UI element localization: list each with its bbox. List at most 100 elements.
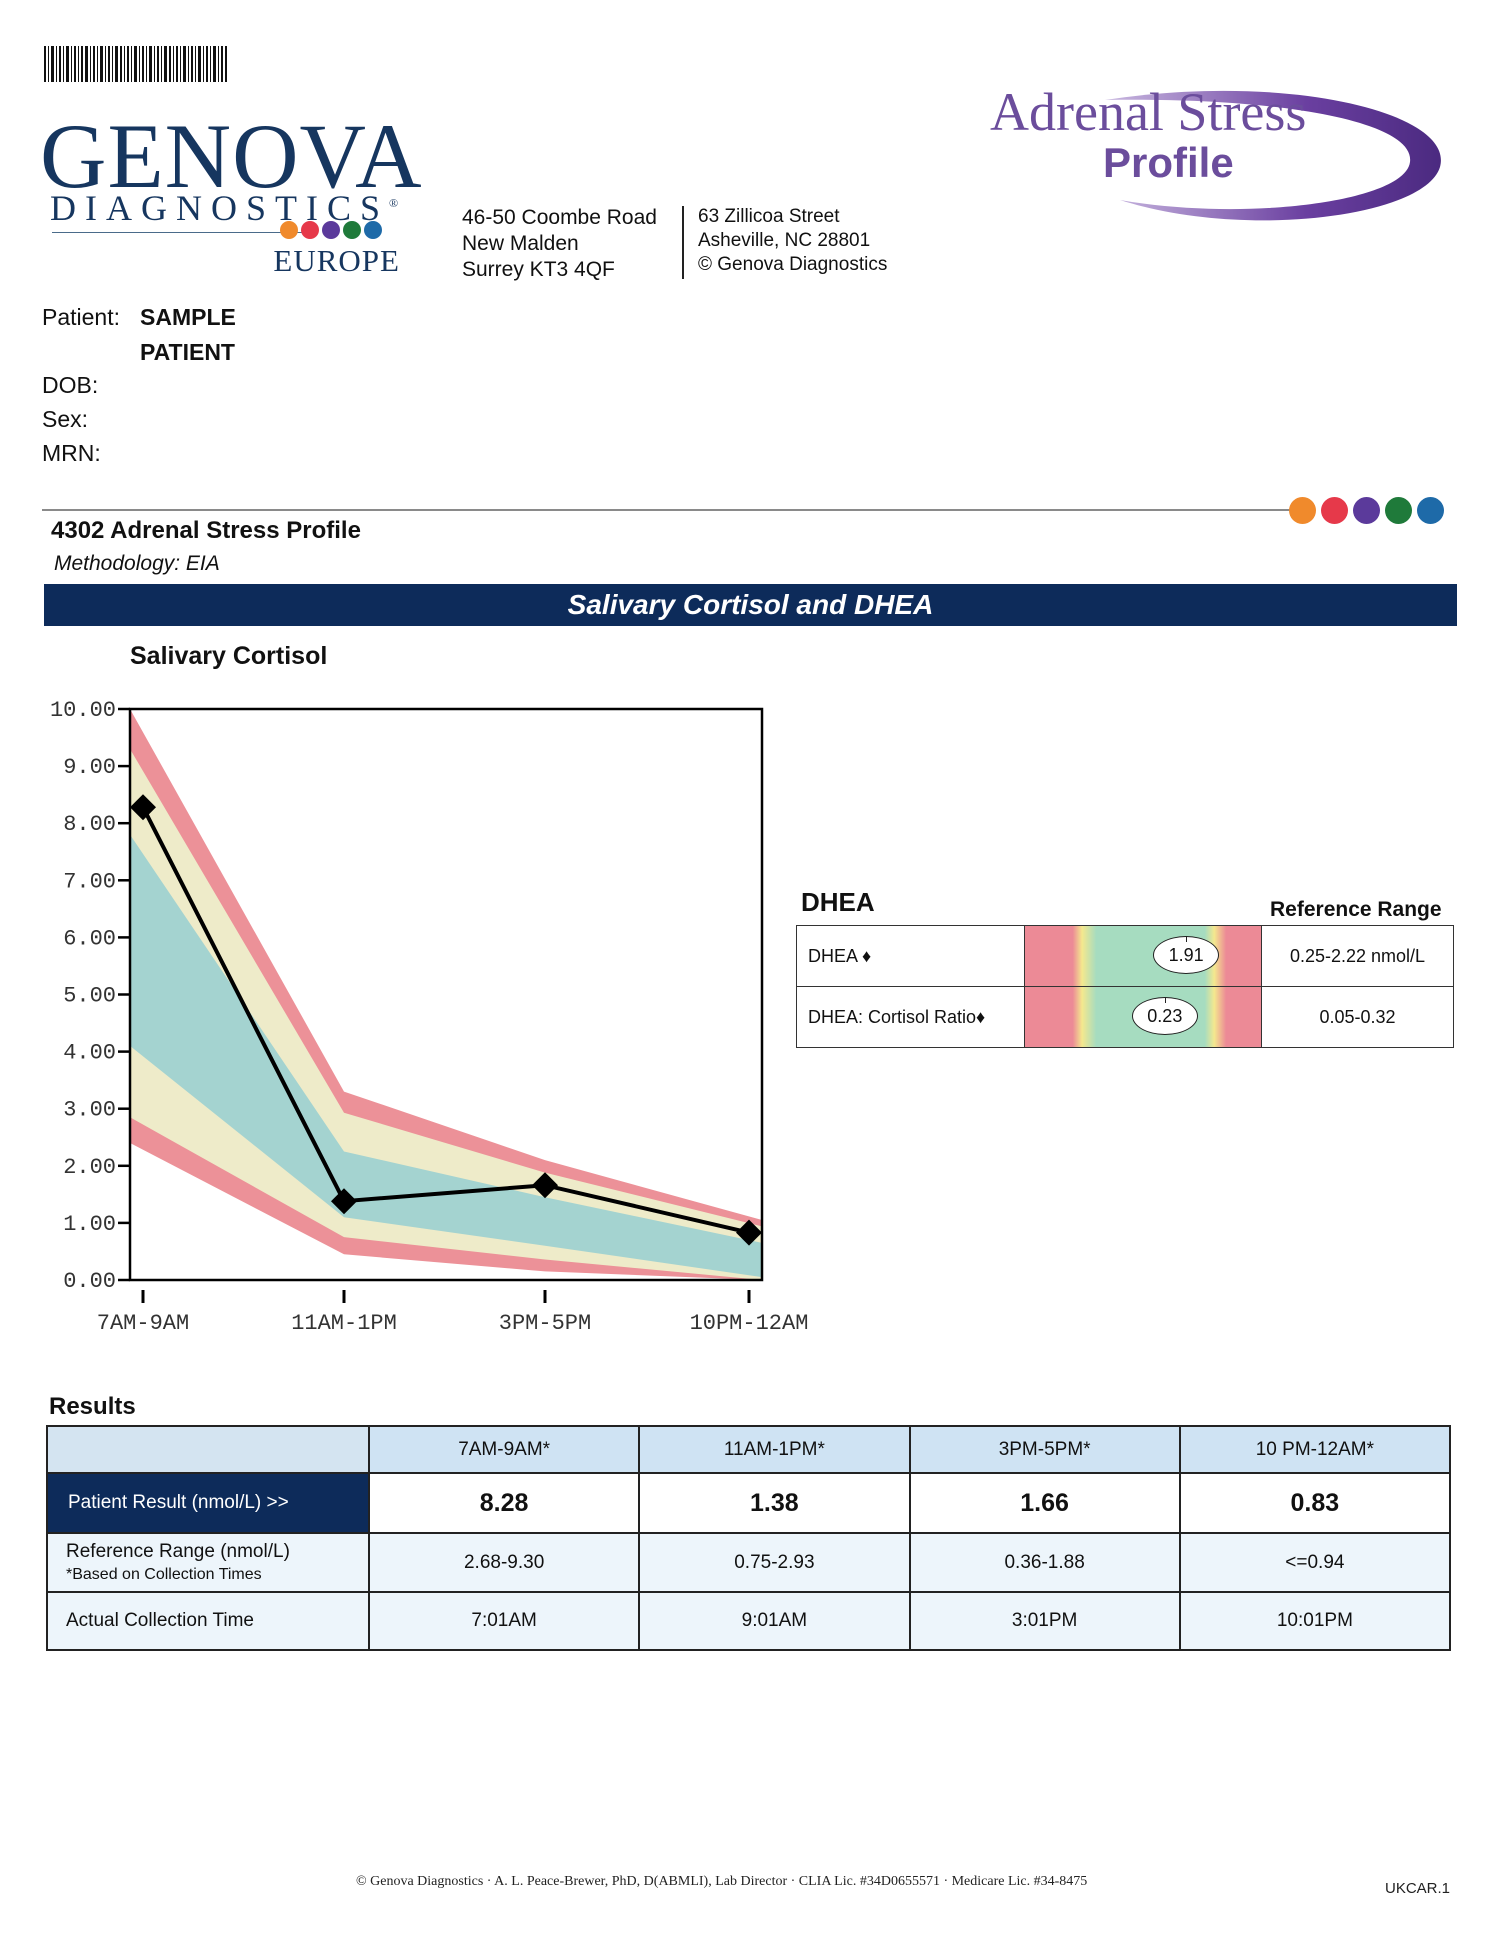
- patient-result-label: Patient Result (nmol/L) >>: [46, 1472, 370, 1534]
- data-point: [532, 1172, 558, 1199]
- y-tick-label: 0.00: [63, 1269, 116, 1294]
- band-green: [130, 834, 762, 1278]
- reference-range-title: Reference Range (nmol/L): [66, 1541, 290, 1562]
- y-tick-label: 6.00: [63, 926, 116, 951]
- x-tick-label: 10PM-12AM: [690, 1311, 809, 1336]
- x-tick-label: 3PM-5PM: [499, 1311, 591, 1336]
- barcode-image: [44, 46, 227, 82]
- data-point: [736, 1219, 762, 1246]
- reference-range-value: 0.36-1.88: [908, 1532, 1181, 1593]
- collection-time-label: Actual Collection Time: [46, 1591, 370, 1651]
- sex-label: Sex:: [42, 406, 89, 432]
- results-header-blank: [46, 1425, 370, 1474]
- patient-result-value: 8.28: [367, 1472, 641, 1534]
- collection-time-row: Actual Collection Time 7:01AM 9:01AM 3:0…: [46, 1591, 1452, 1651]
- logo-title-line1: Adrenal Stress: [990, 82, 1306, 142]
- chart-title: Salivary Cortisol: [130, 642, 328, 670]
- address-uk: 46-50 Coombe Road New Malden Surrey KT3 …: [462, 205, 657, 283]
- dhea-row: DHEA: Cortisol Ratio♦ 0.23 0.05-0.32: [796, 986, 1454, 1048]
- x-tick-label: 7AM-9AM: [97, 1311, 189, 1336]
- header-dot: [1417, 497, 1444, 524]
- dhea-table: DHEA ♦ 1.91 0.25-2.22 nmol/L DHEA: Corti…: [796, 925, 1454, 1048]
- data-point: [130, 794, 156, 821]
- dhea-ratio-name: DHEA: Cortisol Ratio♦: [796, 986, 1025, 1048]
- collection-time-value: 10:01PM: [1178, 1591, 1452, 1651]
- y-tick-label: 1.00: [63, 1212, 116, 1237]
- dhea-value-marker: 1.91: [1153, 936, 1220, 974]
- dhea-ratio-value: 0.23: [1147, 1006, 1183, 1026]
- logo-dot: [343, 221, 361, 239]
- marker-tick: [1186, 936, 1188, 942]
- dhea-ratio-range-bar: 0.23: [1024, 986, 1262, 1048]
- collection-time-value: 9:01AM: [638, 1591, 911, 1651]
- x-tick-label: 11AM-1PM: [291, 1311, 397, 1336]
- y-tick-label: 7.00: [63, 869, 116, 894]
- dhea-value: 1.91: [1168, 945, 1204, 965]
- reference-range-label: Reference Range (nmol/L) *Based on Colle…: [46, 1532, 370, 1593]
- results-title: Results: [49, 1393, 136, 1420]
- y-tick-label: 3.00: [63, 1098, 116, 1123]
- logo-dot: [322, 221, 340, 239]
- results-col-header: 10 PM-12AM*: [1178, 1425, 1452, 1474]
- dhea-ratio-range: 0.05-0.32: [1261, 986, 1454, 1048]
- patient-label: Patient:: [42, 304, 120, 330]
- header-dot: [1321, 497, 1348, 524]
- y-tick-label: 9.00: [63, 755, 116, 780]
- logo-dot: [364, 221, 382, 239]
- y-tick-label: 8.00: [63, 812, 116, 837]
- dob-label: DOB:: [42, 372, 99, 398]
- y-tick-label: 5.00: [63, 984, 116, 1009]
- test-title: 4302 Adrenal Stress Profile: [51, 517, 361, 544]
- collection-time-value: 3:01PM: [908, 1591, 1181, 1651]
- address-line: New Malden: [462, 232, 579, 255]
- reference-range-row: Reference Range (nmol/L) *Based on Colle…: [46, 1532, 1452, 1593]
- methodology: Methodology: EIA: [54, 552, 220, 575]
- reference-range-value: 2.68-9.30: [367, 1532, 641, 1593]
- dhea-title: DHEA: [801, 887, 875, 917]
- report-code: UKCAR.1: [1385, 1880, 1451, 1897]
- logo-rule: [52, 232, 314, 233]
- y-tick-label: 2.00: [63, 1155, 116, 1180]
- patient-result-value: 1.66: [908, 1472, 1181, 1534]
- marker-tick: [1164, 997, 1166, 1003]
- patient-result-value: 1.38: [638, 1472, 911, 1534]
- address-line: Asheville, NC 28801: [698, 230, 871, 251]
- header-dot: [1385, 497, 1412, 524]
- results-col-header: 3PM-5PM*: [908, 1425, 1181, 1474]
- logo-dot: [280, 221, 298, 239]
- logo-dot: [301, 221, 319, 239]
- patient-result-row: Patient Result (nmol/L) >> 8.28 1.38 1.6…: [46, 1472, 1452, 1534]
- footer-text: © Genova Diagnostics · A. L. Peace-Brewe…: [356, 1874, 1088, 1889]
- dhea-range-bar: 1.91: [1024, 925, 1262, 987]
- reference-range-note: *Based on Collection Times: [66, 1566, 262, 1583]
- address-line: © Genova Diagnostics: [698, 254, 888, 275]
- address-line: 46-50 Coombe Road: [462, 206, 657, 229]
- mrn-label: MRN:: [42, 440, 101, 466]
- y-tick-label: 4.00: [63, 1041, 116, 1066]
- series-line: [141, 806, 750, 1235]
- header-dot: [1353, 497, 1380, 524]
- dhea-reference-header: Reference Range: [1270, 898, 1442, 921]
- header-dot: [1289, 497, 1316, 524]
- data-point: [331, 1188, 357, 1215]
- patient-name: SAMPLE PATIENT: [140, 304, 236, 365]
- header-color-dots: [1289, 497, 1449, 529]
- dhea-name: DHEA ♦: [796, 925, 1025, 987]
- logo-title-line2: Profile: [1103, 139, 1234, 186]
- results-header-row: 7AM-9AM* 11AM-1PM* 3PM-5PM* 10 PM-12AM*: [46, 1425, 1452, 1474]
- address-separator: [682, 206, 684, 279]
- address-line: Surrey KT3 4QF: [462, 258, 615, 281]
- results-table: 7AM-9AM* 11AM-1PM* 3PM-5PM* 10 PM-12AM* …: [46, 1425, 1452, 1651]
- section-divider: [42, 509, 1294, 511]
- logo-diagnostics-text: DIAGNOSTICS®: [50, 188, 399, 228]
- genova-logo: GENOVA DIAGNOSTICS® EUROPE: [40, 110, 422, 280]
- dhea-range: 0.25-2.22 nmol/L: [1261, 925, 1454, 987]
- address-us: 63 Zillicoa Street Asheville, NC 28801 ©…: [698, 205, 887, 277]
- logo-europe-text: EUROPE: [273, 243, 400, 278]
- results-col-header: 11AM-1PM*: [638, 1425, 911, 1474]
- patient-result-value: 0.83: [1178, 1472, 1452, 1534]
- dhea-ratio-value-marker: 0.23: [1131, 997, 1198, 1035]
- address-line: 63 Zillicoa Street: [698, 206, 840, 227]
- collection-time-value: 7:01AM: [367, 1591, 641, 1651]
